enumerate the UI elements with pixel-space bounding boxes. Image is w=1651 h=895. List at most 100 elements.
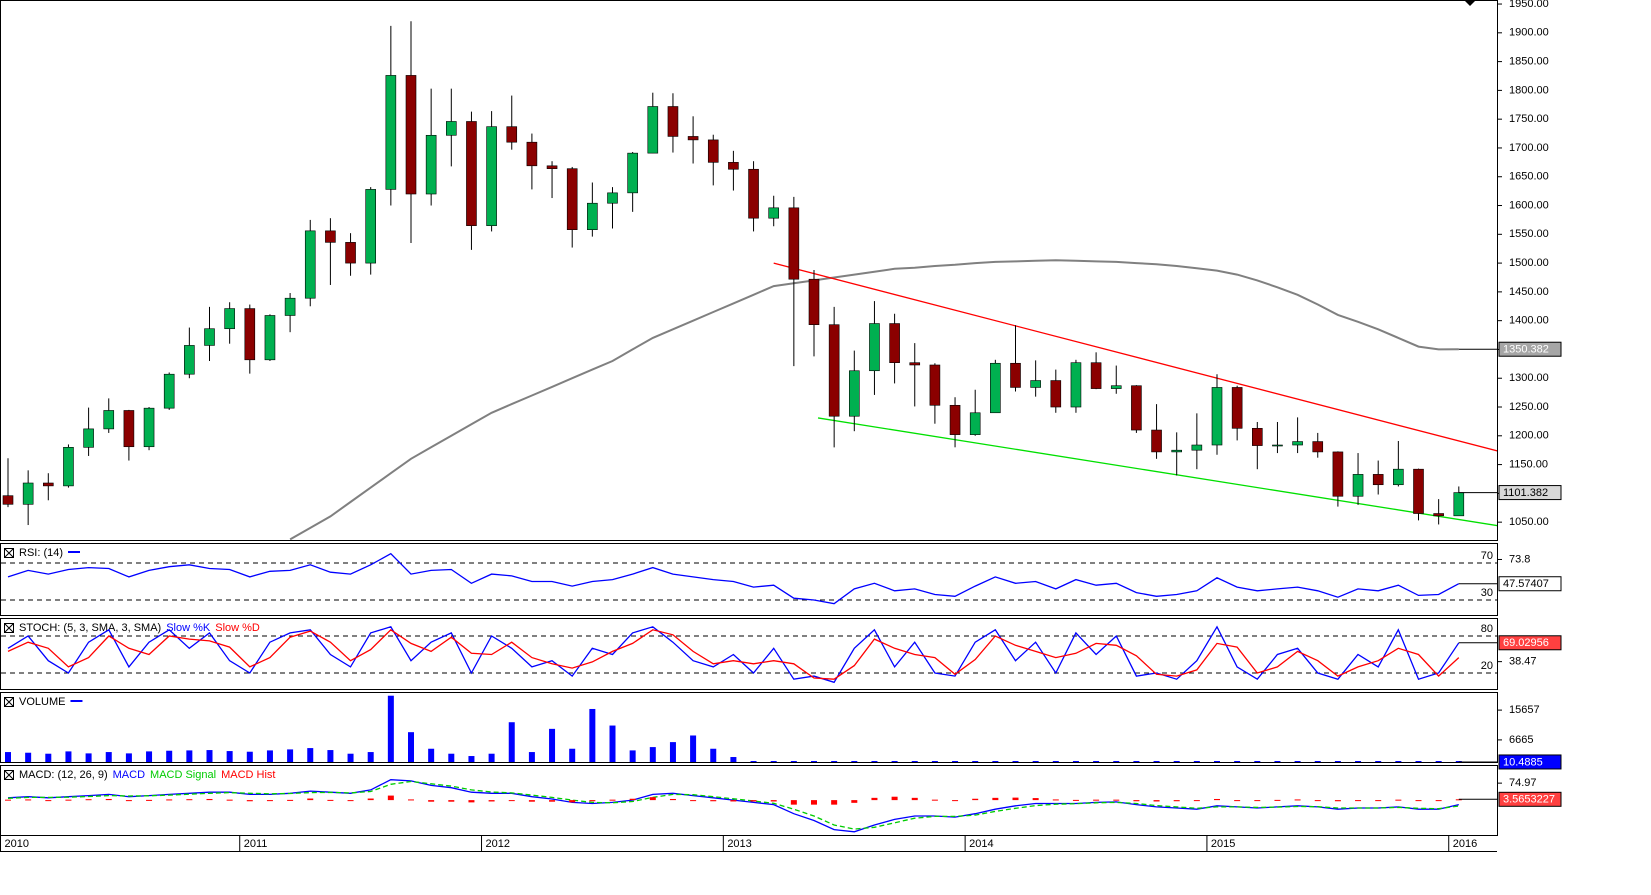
series-line — [7, 780, 1459, 830]
candle-body — [405, 75, 417, 195]
panel-title: STOCH: (5, 3, SMA, 3, SMA) — [19, 622, 161, 634]
bar — [629, 750, 636, 762]
histogram-bar — [1113, 799, 1120, 801]
histogram-bar — [911, 797, 918, 801]
bar — [1274, 761, 1281, 762]
histogram-bar — [85, 799, 92, 801]
bar — [931, 761, 938, 762]
value-box-label: 3.5653227 — [1503, 794, 1555, 806]
candle-body — [808, 278, 820, 325]
histogram-bar — [871, 797, 878, 801]
histogram-bar — [1254, 800, 1261, 802]
histogram-bar — [186, 799, 193, 801]
x-tick-label: 2013 — [727, 838, 751, 850]
histogram-bar — [105, 798, 112, 801]
histogram-bar — [488, 800, 495, 802]
histogram-bar — [206, 798, 213, 801]
candle-body — [1110, 385, 1122, 389]
candle-body — [1070, 362, 1082, 408]
candle-body — [647, 106, 659, 154]
histogram-bar — [750, 800, 757, 802]
candle-body — [1393, 468, 1404, 486]
candle-body — [224, 308, 235, 330]
bar — [1093, 761, 1100, 762]
candle-body — [748, 168, 759, 219]
bar — [367, 752, 374, 762]
legend-entry: MACD Hist — [221, 769, 275, 781]
candle-body — [1312, 441, 1324, 453]
panel-frame — [0, 692, 1498, 763]
checkbox-cross — [4, 548, 14, 558]
candle-body — [707, 139, 719, 163]
candle-body — [184, 345, 195, 375]
histogram-bar — [367, 798, 374, 801]
candle-body — [1151, 429, 1162, 453]
bar — [347, 753, 354, 762]
candle-body — [42, 482, 54, 487]
y-tick-label: 73.8 — [1509, 553, 1530, 565]
marker — [1464, 0, 1476, 6]
level-label: 80 — [1481, 623, 1493, 635]
histogram-bar — [710, 800, 717, 802]
candle-body — [304, 230, 316, 299]
candle-body — [1231, 387, 1243, 429]
bar — [1193, 761, 1200, 762]
y-tick-label: 38.47 — [1509, 656, 1537, 668]
x-tick-label: 2011 — [244, 838, 268, 850]
candle-body — [1252, 428, 1263, 446]
histogram-bar — [448, 800, 455, 802]
candle-body — [506, 126, 518, 143]
checkbox-cross — [4, 697, 14, 707]
histogram-bar — [1052, 799, 1059, 801]
histogram-bar — [146, 799, 153, 801]
bar — [85, 753, 92, 762]
y-tick-label: 1150.00 — [1509, 458, 1548, 470]
candle-body — [1272, 444, 1283, 447]
bar — [1214, 761, 1220, 762]
candle-body — [969, 412, 981, 435]
candle-body — [768, 207, 780, 219]
bar — [972, 761, 979, 762]
histogram-bar — [1435, 800, 1442, 802]
histogram-bar — [1072, 799, 1079, 801]
histogram-bar — [831, 800, 838, 805]
panel-frame — [0, 0, 1498, 541]
histogram-bar — [1153, 800, 1160, 802]
histogram-bar — [992, 797, 999, 801]
x-tick-label: 2014 — [969, 838, 993, 850]
candle-body — [788, 207, 800, 280]
bar — [65, 751, 72, 762]
histogram-bar — [1314, 800, 1321, 802]
bar — [246, 751, 253, 762]
candle-body — [325, 230, 336, 243]
y-tick-label: 1500.00 — [1509, 257, 1549, 269]
y-tick-label: 1250.00 — [1509, 401, 1549, 413]
bar — [710, 748, 717, 762]
histogram-bar — [1234, 800, 1241, 802]
value-box-label: 69.02956 — [1503, 637, 1549, 649]
y-tick-label: 74.97 — [1509, 777, 1537, 789]
bar — [1294, 761, 1301, 762]
legend-entry: Slow %D — [215, 622, 260, 634]
value-box — [1498, 341, 1562, 357]
legend-entry: Slow %K — [166, 622, 211, 634]
histogram-bar — [770, 800, 777, 802]
histogram-bar — [609, 799, 616, 801]
candle-body — [627, 152, 638, 194]
histogram-bar — [468, 800, 475, 803]
candle-body — [163, 373, 175, 409]
candle-body — [1010, 362, 1021, 388]
bar — [669, 742, 676, 762]
bar — [387, 695, 394, 762]
bar — [690, 735, 697, 762]
candle-body — [1050, 380, 1062, 408]
histogram-bar — [811, 800, 817, 805]
histogram-bar — [1415, 800, 1422, 802]
candle-body — [1030, 380, 1041, 388]
y-tick-label: 1850.00 — [1509, 56, 1549, 68]
histogram-bar — [1334, 800, 1341, 802]
bar — [589, 708, 596, 762]
bar — [1435, 761, 1442, 762]
histogram-bar — [347, 800, 354, 802]
candle-body — [869, 323, 880, 372]
